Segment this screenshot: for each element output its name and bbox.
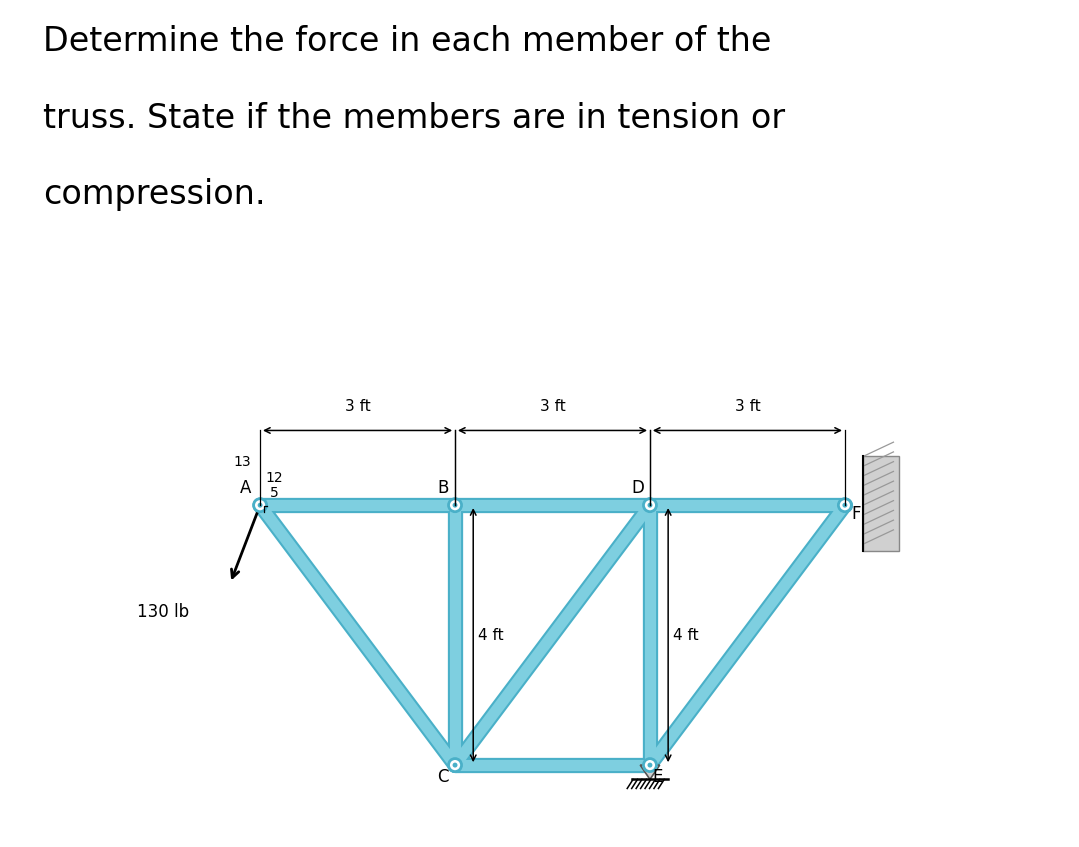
Polygon shape [640, 765, 659, 779]
Text: D: D [632, 479, 644, 497]
Circle shape [843, 503, 847, 507]
Text: F: F [851, 506, 861, 523]
Circle shape [452, 503, 457, 507]
Circle shape [449, 759, 462, 772]
Text: 3 ft: 3 ft [735, 399, 761, 414]
Text: Determine the force in each member of the: Determine the force in each member of th… [43, 25, 771, 58]
Text: 12: 12 [265, 471, 283, 484]
Text: compression.: compression. [43, 178, 265, 211]
Circle shape [643, 499, 656, 512]
Text: 4 ft: 4 ft [672, 628, 698, 643]
Text: B: B [438, 479, 449, 497]
Circle shape [647, 503, 653, 507]
Circle shape [258, 503, 262, 507]
Text: 130 lb: 130 lb [137, 603, 189, 622]
Text: E: E [653, 768, 663, 786]
Text: truss. State if the members are in tension or: truss. State if the members are in tensi… [43, 102, 786, 135]
Text: 3 ft: 3 ft [540, 399, 565, 414]
Circle shape [449, 499, 462, 512]
Text: 4 ft: 4 ft [478, 628, 504, 643]
Circle shape [647, 762, 653, 767]
Circle shape [254, 499, 267, 512]
Text: C: C [438, 768, 449, 786]
Circle shape [838, 499, 851, 512]
Text: A: A [241, 479, 251, 497]
Text: 3 ft: 3 ft [344, 399, 370, 414]
Circle shape [643, 759, 656, 772]
Circle shape [452, 762, 457, 767]
Text: 13: 13 [233, 456, 250, 469]
Bar [863, 457, 899, 551]
Text: 5: 5 [270, 486, 278, 501]
